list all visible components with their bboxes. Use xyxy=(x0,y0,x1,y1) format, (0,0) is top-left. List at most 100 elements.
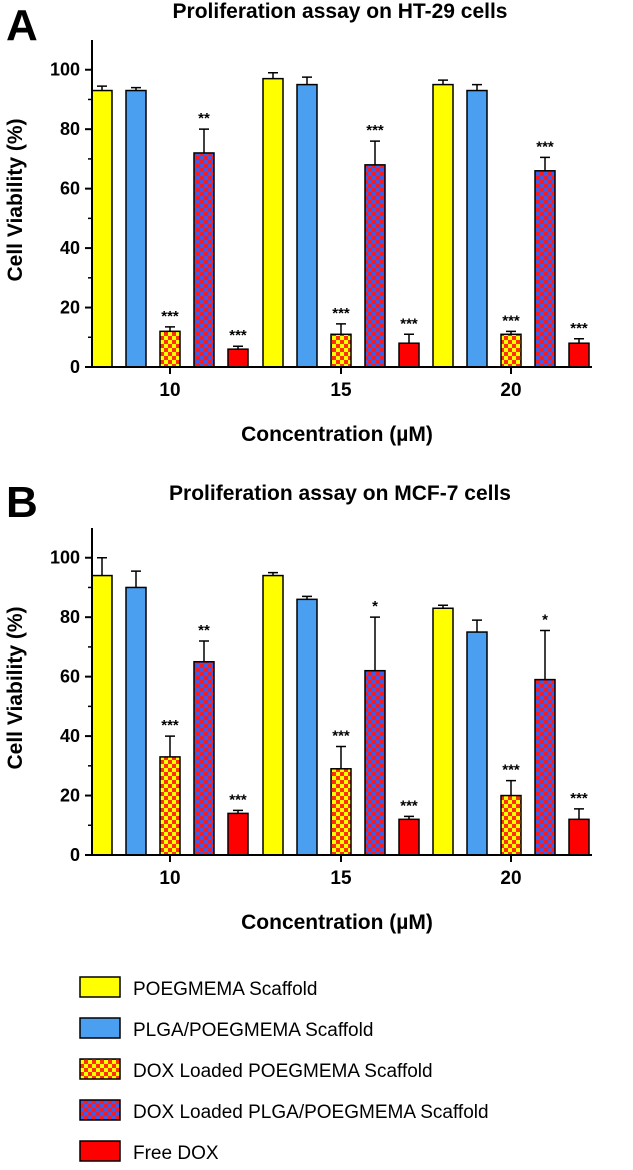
legend-swatch xyxy=(79,1140,121,1162)
bar xyxy=(466,631,488,856)
error-bar xyxy=(574,808,584,820)
x-tick-label: 20 xyxy=(500,380,521,401)
bar xyxy=(568,818,590,856)
legend-item: DOX Loaded POEGMEMA Scaffold xyxy=(79,1058,433,1082)
error-bar xyxy=(302,595,312,600)
y-tick-label: 0 xyxy=(70,845,80,865)
error-bar xyxy=(268,71,278,79)
error-bar xyxy=(268,571,278,576)
legend-label: PLGA/POEGMEMA Scaffold xyxy=(133,1020,373,1041)
significance-label: *** xyxy=(332,727,350,744)
y-tick-label: 60 xyxy=(60,667,80,687)
significance-label: *** xyxy=(570,320,588,337)
error-bar xyxy=(404,815,414,820)
legend: POEGMEMA Scaffold PLGA/POEGMEMA Scaffold… xyxy=(79,976,489,1164)
error-bar xyxy=(233,345,243,350)
y-tick-label: 40 xyxy=(60,726,80,746)
error-bar xyxy=(131,86,141,91)
error-bar xyxy=(574,338,584,344)
legend-label: DOX Loaded PLGA/POEGMEMA Scaffold xyxy=(133,1102,489,1123)
error-bar xyxy=(506,330,516,335)
bar xyxy=(159,330,181,368)
significance-label: ** xyxy=(198,622,210,639)
error-bar xyxy=(370,616,380,671)
panel-letter-b: B xyxy=(6,478,38,527)
y-tick-label: 100 xyxy=(50,60,80,80)
error-bar xyxy=(336,745,346,769)
error-bar xyxy=(472,619,482,633)
legend-label: Free DOX xyxy=(133,1143,219,1164)
legend-label: POEGMEMA Scaffold xyxy=(133,979,317,1000)
y-tick-label: 40 xyxy=(60,238,80,258)
x-axis-label: Concentration (µM) xyxy=(241,423,433,446)
significance-label: *** xyxy=(332,305,350,322)
bar xyxy=(296,598,318,856)
panel-b: B Proliferation assay on MCF-7 cells Cel… xyxy=(4,478,592,934)
x-tick-label: 10 xyxy=(159,868,180,889)
error-bar xyxy=(97,556,107,576)
bar xyxy=(159,756,181,856)
bar xyxy=(262,77,284,368)
y-tick-label: 20 xyxy=(60,786,80,806)
significance-label: *** xyxy=(366,122,384,139)
legend-item: POEGMEMA Scaffold xyxy=(79,976,317,1000)
y-axis-label: Cell Viability (%) xyxy=(4,607,27,770)
bar xyxy=(568,342,590,368)
bar xyxy=(227,812,249,856)
legend-swatch xyxy=(79,1058,121,1080)
significance-label: ** xyxy=(198,110,210,127)
error-bar xyxy=(438,79,448,85)
legend-swatch xyxy=(79,976,121,998)
bar xyxy=(398,818,420,856)
error-bar xyxy=(438,604,448,609)
bar xyxy=(227,348,249,368)
legend-item: PLGA/POEGMEMA Scaffold xyxy=(79,1017,373,1041)
significance-label: *** xyxy=(502,312,520,329)
legend-item: Free DOX xyxy=(79,1140,219,1164)
error-bar xyxy=(506,779,516,796)
error-bar xyxy=(165,735,175,757)
significance-label: *** xyxy=(400,797,418,814)
significance-label: *** xyxy=(229,327,247,344)
bar xyxy=(364,669,386,856)
error-bar xyxy=(370,140,380,165)
x-tick-label: 10 xyxy=(159,380,180,401)
bar xyxy=(500,333,522,368)
significance-label: *** xyxy=(161,308,179,325)
significance-label: *** xyxy=(229,791,247,808)
error-bar xyxy=(97,85,107,91)
error-bar xyxy=(199,640,209,662)
legend-item: DOX Loaded PLGA/POEGMEMA Scaffold xyxy=(79,1099,489,1123)
x-tick-label: 15 xyxy=(330,380,352,401)
bar xyxy=(500,794,522,856)
error-bar xyxy=(165,326,175,332)
y-tick-label: 60 xyxy=(60,179,80,199)
x-axis-label: Concentration (µM) xyxy=(241,911,433,934)
bar xyxy=(330,333,352,368)
significance-label: * xyxy=(372,598,378,615)
bar xyxy=(534,170,556,368)
x-tick-label: 15 xyxy=(330,868,352,889)
error-bar xyxy=(404,333,414,344)
bar xyxy=(296,83,318,368)
error-bar xyxy=(540,629,550,680)
chart-title: Proliferation assay on HT-29 cells xyxy=(173,0,508,23)
significance-label: *** xyxy=(400,315,418,332)
significance-label: *** xyxy=(570,790,588,807)
y-tick-label: 100 xyxy=(50,548,80,568)
bar xyxy=(262,574,284,856)
significance-label: * xyxy=(542,612,548,629)
error-bar xyxy=(302,76,312,85)
significance-label: *** xyxy=(502,762,520,779)
error-bar xyxy=(540,156,550,171)
error-bar xyxy=(472,83,482,91)
y-axis-label: Cell Viability (%) xyxy=(4,119,27,282)
x-tick-label: 20 xyxy=(500,868,521,889)
legend-swatch xyxy=(79,1099,121,1121)
bar xyxy=(534,678,556,856)
error-bar xyxy=(199,128,209,153)
y-tick-label: 80 xyxy=(60,119,80,139)
bar xyxy=(466,89,488,368)
bar xyxy=(91,89,113,368)
